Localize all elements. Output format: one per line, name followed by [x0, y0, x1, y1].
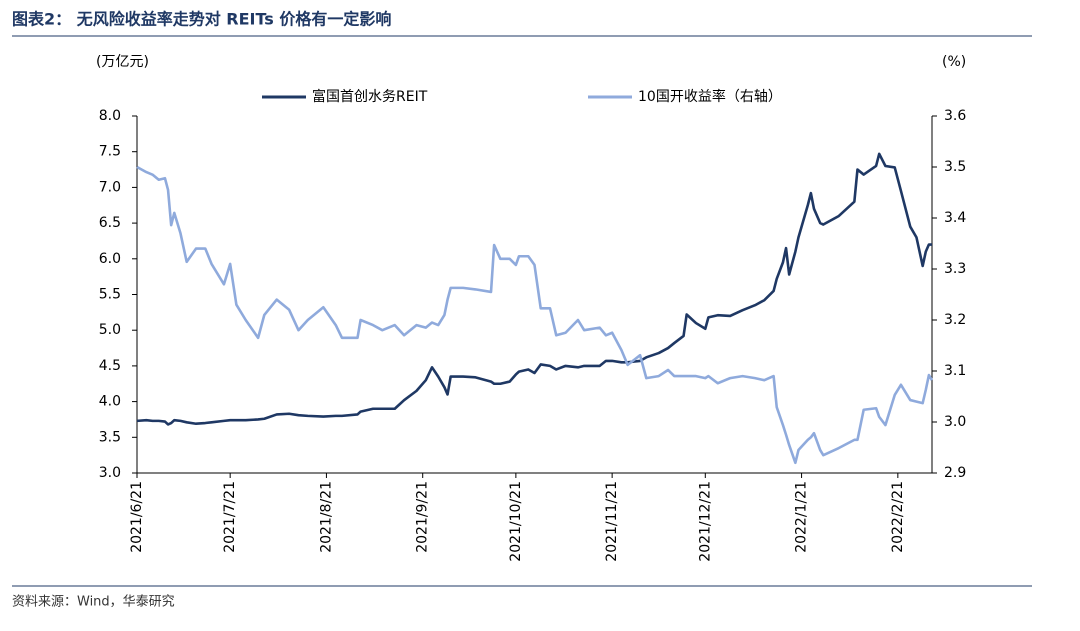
y2-tick-label: 3.2 — [944, 312, 966, 328]
y-tick-label: 3.5 — [99, 429, 121, 445]
y2-tick-label: 3.0 — [944, 414, 966, 430]
series-line — [136, 152, 932, 426]
y-tick-label: 6.5 — [99, 215, 121, 231]
chart-title: 图表2： 无风险收益率走势对 REITs 价格有一定影响 — [12, 10, 391, 29]
y-axis-label: (万亿元) — [96, 54, 149, 70]
x-tick-label: 2021/11/21 — [604, 481, 620, 562]
series-line — [136, 165, 934, 465]
y-tick-label: 7.5 — [99, 144, 121, 160]
x-tick-label: 2021/12/21 — [697, 481, 713, 562]
y-tick-label: 5.5 — [99, 287, 121, 303]
x-tick-label: 2022/2/21 — [890, 481, 906, 553]
y-tick-label: 4.0 — [99, 394, 121, 410]
y2-tick-label: 3.5 — [944, 159, 966, 175]
y2-axis-label: (%) — [942, 54, 966, 70]
legend-label: 富国首创水务REIT — [312, 88, 428, 105]
x-tick-label: 2021/7/21 — [222, 481, 238, 553]
source-note: 资料来源：Wind，华泰研究 — [12, 595, 175, 610]
x-tick-label: 2021/6/21 — [129, 481, 145, 553]
y-tick-label: 5.0 — [99, 322, 121, 338]
y2-tick-label: 3.6 — [944, 108, 966, 124]
y-tick-label: 3.0 — [99, 465, 121, 481]
legend-label: 10国开收益率（右轴） — [638, 88, 782, 105]
x-tick-label: 2021/8/21 — [318, 481, 334, 553]
x-tick-label: 2022/1/21 — [794, 481, 810, 553]
x-tick-label: 2021/10/21 — [508, 481, 524, 562]
y2-tick-label: 3.1 — [944, 363, 966, 379]
y2-tick-label: 3.4 — [944, 210, 966, 226]
y-tick-label: 7.0 — [99, 179, 121, 195]
y-tick-label: 4.5 — [99, 358, 121, 374]
y2-tick-label: 3.3 — [944, 261, 966, 277]
y2-tick-label: 2.9 — [944, 465, 966, 481]
x-tick-label: 2021/9/21 — [415, 481, 431, 553]
y-tick-label: 6.0 — [99, 251, 121, 267]
y-tick-label: 8.0 — [99, 108, 121, 124]
